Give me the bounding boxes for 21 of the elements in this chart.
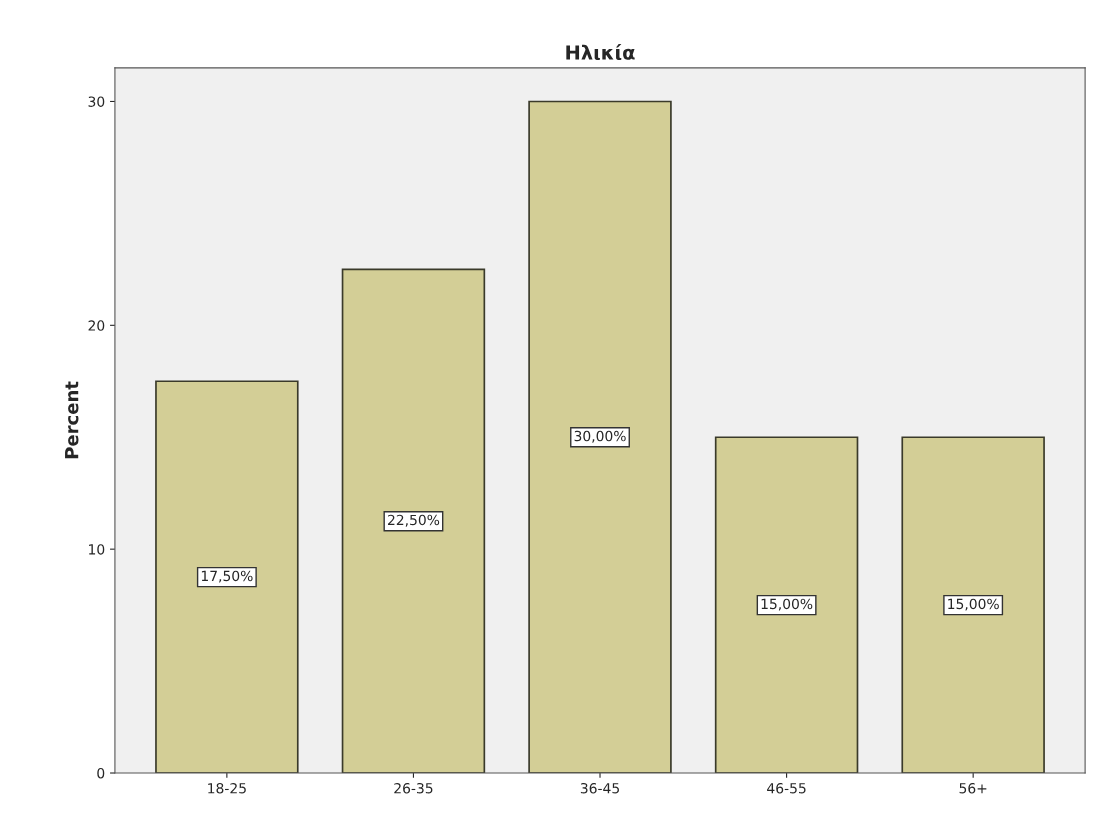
y-tick-label: 30 (88, 96, 105, 107)
y-tick-label: 20 (88, 320, 105, 331)
y-axis-title: Percent (65, 381, 79, 459)
bar (155, 380, 299, 774)
data-label: 15,00% (948, 598, 999, 611)
data-label: 17,50% (201, 570, 253, 583)
x-tick-label: 46-55 (767, 782, 806, 794)
x-tick-label: 36-45 (580, 782, 619, 794)
bar (901, 436, 1045, 774)
chart-title: Ηλικία (566, 44, 635, 60)
bar (528, 100, 672, 774)
x-tick-label: 18-25 (208, 782, 246, 794)
bar (714, 436, 859, 774)
x-tick-label: 56+ (959, 782, 987, 794)
x-tick-label: 26-35 (394, 782, 433, 794)
y-tick-label: 0 (97, 767, 105, 779)
bar (341, 268, 486, 774)
data-label: 22,50% (387, 514, 440, 527)
data-label: 30,00% (574, 430, 626, 443)
data-label: 15,00% (761, 598, 813, 611)
y-tick-label: 10 (89, 544, 105, 555)
